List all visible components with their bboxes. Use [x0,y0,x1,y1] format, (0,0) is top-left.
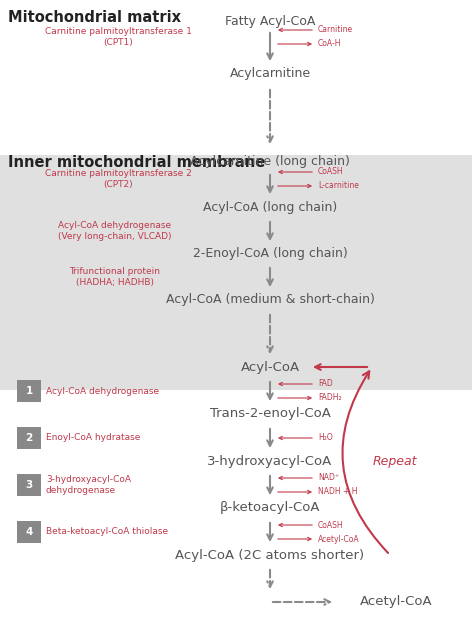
Text: Acyl-CoA dehydrogenase: Acyl-CoA dehydrogenase [46,386,159,396]
Text: CoASH: CoASH [318,521,344,529]
Text: Acylcarnitine: Acylcarnitine [229,68,311,80]
FancyBboxPatch shape [17,380,41,402]
Text: Acyl-CoA (medium & short-chain): Acyl-CoA (medium & short-chain) [166,294,374,307]
Text: Carnitine palmitoyltransferase 1
(CPT1): Carnitine palmitoyltransferase 1 (CPT1) [44,27,192,47]
Text: Inner mitochondrial membrane: Inner mitochondrial membrane [8,155,265,170]
Text: Acyl-CoA (long chain): Acyl-CoA (long chain) [203,200,337,213]
Text: 3-hydroxyacyl-CoA: 3-hydroxyacyl-CoA [207,455,333,468]
Text: NADH + H: NADH + H [318,488,357,496]
Text: Carnitine palmitoyltransferase 2
(CPT2): Carnitine palmitoyltransferase 2 (CPT2) [45,169,191,188]
Text: Beta-ketoacyl-CoA thiolase: Beta-ketoacyl-CoA thiolase [46,527,168,537]
Text: 1: 1 [25,386,33,396]
Text: Acyl-CoA: Acyl-CoA [240,361,300,373]
Text: Enoyl-CoA hydratase: Enoyl-CoA hydratase [46,434,140,442]
Text: 4: 4 [25,527,33,537]
Text: Trans-2-enoyl-CoA: Trans-2-enoyl-CoA [210,407,330,420]
FancyArrowPatch shape [343,371,388,553]
Text: H₂O: H₂O [318,434,333,442]
Text: 3: 3 [25,480,33,490]
Text: 2-Enoyl-CoA (long chain): 2-Enoyl-CoA (long chain) [193,248,347,261]
Text: Carnitine: Carnitine [318,26,353,34]
Text: Acetyl-CoA: Acetyl-CoA [360,595,433,608]
FancyBboxPatch shape [17,521,41,543]
Bar [0,155,472,390]
Text: 3-hydroxyacyl-CoA
dehydrogenase: 3-hydroxyacyl-CoA dehydrogenase [46,475,131,494]
Text: Acylcarnitine (long chain): Acylcarnitine (long chain) [190,156,350,169]
FancyBboxPatch shape [17,474,41,496]
Text: CoASH: CoASH [318,167,344,177]
Text: FADH₂: FADH₂ [318,394,342,402]
Text: 2: 2 [25,433,33,443]
Text: Acyl-CoA (2C atoms shorter): Acyl-CoA (2C atoms shorter) [176,549,364,562]
Text: Acetyl-CoA: Acetyl-CoA [318,534,360,544]
Text: Repeat: Repeat [373,455,417,468]
Text: Acyl-CoA dehydrogenase
(Very long-chain, VLCAD): Acyl-CoA dehydrogenase (Very long-chain,… [58,221,172,241]
Text: L-carnitine: L-carnitine [318,182,359,190]
Text: FAD: FAD [318,379,333,389]
Text: β-ketoacyl-CoA: β-ketoacyl-CoA [220,501,320,514]
Text: NAD⁺: NAD⁺ [318,473,339,483]
Text: Mitochondrial matrix: Mitochondrial matrix [8,10,181,25]
Text: CoA-H: CoA-H [318,40,342,49]
FancyBboxPatch shape [17,427,41,449]
Text: Trifunctional protein
(HADHA; HADHB): Trifunctional protein (HADHA; HADHB) [69,267,160,287]
Text: Fatty Acyl-CoA: Fatty Acyl-CoA [225,16,315,29]
